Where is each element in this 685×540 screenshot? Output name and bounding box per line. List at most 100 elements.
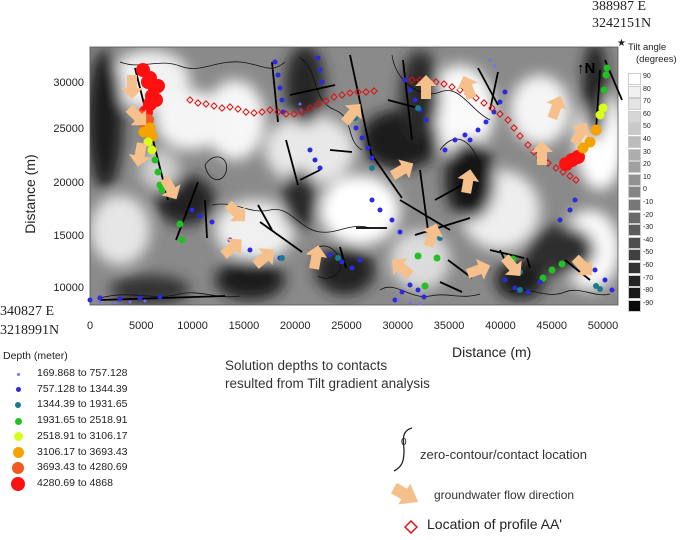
solution-depth-point bbox=[335, 255, 341, 261]
profile-marker bbox=[322, 97, 330, 105]
depth-legend-label: 757.128 to 1344.39 bbox=[37, 382, 128, 395]
contact-line bbox=[175, 181, 199, 241]
solution-depth-point bbox=[141, 75, 155, 89]
contact-line bbox=[204, 199, 208, 239]
tilt-scale-label: 0 bbox=[643, 186, 647, 194]
contact-line bbox=[289, 84, 336, 96]
tilt-scale-swatch bbox=[628, 262, 641, 274]
depth-legend-label: 4280.69 to 4868 bbox=[37, 476, 113, 489]
solution-depth-point bbox=[548, 266, 556, 274]
contact-line bbox=[299, 169, 321, 181]
tilt-scale-label: -20 bbox=[643, 211, 654, 219]
solution-depth-point bbox=[392, 297, 398, 303]
tilt-scale-swatch bbox=[628, 85, 641, 98]
ne-northing: 3242151N bbox=[592, 16, 652, 31]
tilt-raster-patch bbox=[285, 47, 325, 125]
profile-marker bbox=[448, 83, 456, 91]
profile-marker bbox=[572, 176, 580, 184]
solution-depth-point bbox=[128, 300, 132, 304]
contact-line bbox=[439, 281, 463, 293]
profile-marker bbox=[504, 116, 512, 124]
solution-depth-point bbox=[147, 145, 157, 155]
profile-marker bbox=[234, 105, 242, 113]
depth-legend-row: 2518.91 to 3106.17 bbox=[0, 429, 200, 445]
flow-arrow-icon bbox=[128, 142, 151, 167]
profile-marker bbox=[516, 132, 524, 140]
tilt-raster-patch bbox=[315, 245, 375, 295]
solution-depth-point bbox=[407, 87, 413, 93]
x-axis-title: Distance (m) bbox=[452, 344, 532, 360]
profile-marker bbox=[338, 91, 346, 99]
solution-depth-point bbox=[590, 124, 602, 136]
solution-depth-point bbox=[117, 296, 123, 302]
solution-depth-point bbox=[389, 217, 395, 223]
flow-arrow-icon bbox=[457, 169, 480, 194]
solution-depth-point bbox=[272, 59, 278, 65]
solution-depth-point bbox=[369, 165, 375, 171]
zero-contour-line bbox=[204, 156, 228, 180]
tilt-scale-label: 10 bbox=[643, 173, 651, 181]
ne-corner-coordinates: 388987 E 3242151N bbox=[592, 0, 651, 32]
solution-depth-point bbox=[197, 213, 203, 219]
depth-legend-dot bbox=[15, 402, 21, 409]
depth-legend-title: Depth (meter) bbox=[3, 350, 68, 362]
profile-marker bbox=[346, 89, 354, 97]
depth-legend-row: 1344.39 to 1931.65 bbox=[0, 397, 200, 413]
solution-depth-point bbox=[462, 132, 468, 138]
contact-line bbox=[414, 217, 471, 236]
tilt-scale-swatch bbox=[628, 148, 641, 161]
tilt-scale-swatch bbox=[628, 110, 641, 123]
solution-depth-point bbox=[433, 254, 441, 262]
flow-arrow-icon bbox=[125, 104, 147, 126]
solution-depth-point bbox=[369, 197, 375, 203]
contact-line bbox=[339, 246, 347, 269]
contact-line bbox=[285, 139, 299, 186]
tilt-scale-label: 30 bbox=[643, 148, 651, 156]
tilt-scale-label: -30 bbox=[643, 224, 654, 232]
tilt-scale-swatch bbox=[628, 161, 641, 174]
tilt-raster-patch bbox=[400, 50, 440, 140]
solution-depth-point bbox=[178, 236, 186, 244]
contact-line bbox=[564, 259, 591, 281]
tilt-scale-swatch bbox=[628, 274, 641, 287]
solution-depth-point bbox=[467, 137, 473, 143]
solution-depth-point bbox=[319, 79, 325, 85]
solution-depth-point bbox=[149, 93, 163, 107]
flow-arrow-icon bbox=[501, 254, 522, 276]
solution-depth-point bbox=[279, 255, 285, 261]
y-tick-label: 15000 bbox=[53, 230, 84, 242]
depth-legend-label: 169.868 to 757.128 bbox=[37, 367, 128, 379]
y-tick-label: 30000 bbox=[53, 77, 84, 89]
solution-depth-point bbox=[602, 71, 610, 79]
contact-line bbox=[419, 169, 429, 231]
solution-depth-point bbox=[421, 294, 427, 300]
solution-depth-point bbox=[377, 207, 383, 213]
depth-legend-row: 3106.17 to 3693.43 bbox=[0, 445, 200, 461]
sw-corner-coordinates: 340827 E 3218991N bbox=[0, 302, 59, 340]
solution-depth-point bbox=[408, 301, 412, 305]
contact-line bbox=[259, 221, 303, 253]
sw-easting: 340827 E bbox=[0, 304, 55, 319]
solution-depth-point bbox=[418, 302, 422, 306]
solution-depth-point bbox=[517, 287, 523, 293]
tilt-scale-label: -50 bbox=[643, 249, 654, 257]
solution-depth-point bbox=[357, 257, 363, 263]
solution-depth-point bbox=[307, 147, 313, 153]
profile-marker bbox=[480, 99, 488, 107]
solution-depth-point bbox=[397, 229, 403, 235]
tilt-scale-label: 80 bbox=[643, 85, 651, 93]
y-tick-label: 20000 bbox=[53, 177, 84, 189]
solution-depth-point bbox=[493, 64, 497, 68]
tilt-scale-label: -90 bbox=[643, 299, 654, 307]
tilt-scale-label: -60 bbox=[643, 262, 654, 269]
tilt-scale-swatch bbox=[628, 211, 641, 224]
profile-marker bbox=[226, 103, 234, 111]
tilt-raster-patch bbox=[320, 175, 400, 245]
solution-depth-point bbox=[113, 301, 117, 305]
profile-marker bbox=[242, 108, 250, 116]
solution-depth-point bbox=[365, 145, 371, 151]
contact-line bbox=[349, 54, 373, 159]
profile-marker bbox=[510, 124, 518, 132]
x-tick-label: 20000 bbox=[279, 320, 311, 332]
profile-marker bbox=[194, 99, 202, 107]
